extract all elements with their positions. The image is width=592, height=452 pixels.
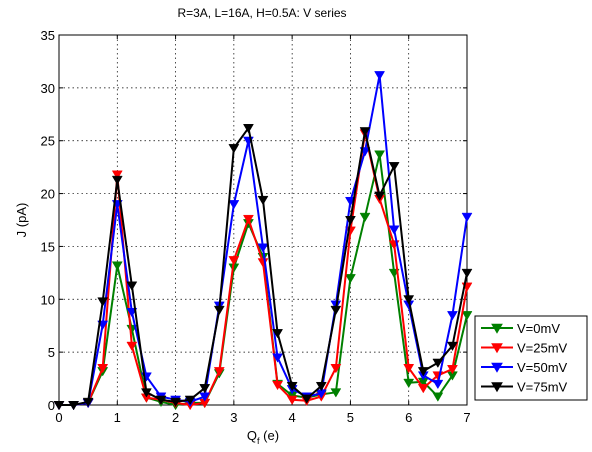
data-point: [126, 341, 138, 352]
data-point: [68, 401, 80, 411]
data-point: [403, 364, 415, 374]
data-point: [286, 381, 298, 392]
y-tick-label: 25: [41, 134, 55, 149]
series-V=75mV: [53, 124, 473, 411]
legend-swatch-marker: [491, 382, 503, 393]
data-point: [111, 170, 123, 180]
data-point: [242, 214, 254, 225]
x-tick-label: 3: [230, 410, 237, 425]
data-point: [432, 358, 444, 368]
y-tick-label: 10: [41, 292, 55, 307]
legend-label: V=25mV: [517, 341, 568, 356]
data-point: [184, 395, 196, 405]
data-point: [286, 395, 298, 405]
data-point: [417, 384, 429, 394]
data-point: [97, 364, 109, 374]
legend: V=0mV V=25mV V=50mV V=75mV: [474, 315, 588, 401]
data-point: [126, 281, 138, 291]
legend-label: V=75mV: [517, 380, 568, 395]
x-axis-label-suffix: (e): [260, 428, 280, 443]
x-axis-label: Qf (e): [247, 428, 279, 446]
data-point: [257, 195, 269, 206]
data-point: [432, 392, 444, 402]
legend-label: V=50mV: [517, 360, 568, 375]
data-point: [330, 305, 342, 316]
x-tick-label: 4: [289, 410, 296, 425]
data-point: [330, 388, 342, 398]
data-point: [97, 297, 109, 307]
data-point: [213, 305, 225, 316]
chart-title: R=3A, L=16A, H=0.5A: V series: [177, 6, 346, 20]
data-point: [170, 397, 182, 408]
data-point: [359, 212, 371, 223]
data-point: [446, 341, 458, 352]
x-tick-label: 0: [55, 410, 62, 425]
data-point: [403, 295, 415, 305]
y-axis-label: J (pA): [14, 203, 29, 238]
data-point: [461, 212, 473, 223]
data-point: [388, 162, 400, 172]
data-point: [374, 191, 386, 201]
y-tick-label: 5: [48, 345, 55, 360]
data-point: [228, 256, 240, 266]
x-tick-label: 5: [347, 410, 354, 425]
data-point: [199, 384, 211, 394]
data-point: [374, 71, 386, 81]
y-tick-label: 30: [41, 81, 55, 96]
x-axis-label-subscript: f: [257, 436, 260, 446]
data-point: [461, 311, 473, 321]
data-point: [344, 274, 356, 284]
data-point: [374, 150, 386, 160]
plot-area: [58, 34, 468, 406]
data-point: [140, 388, 152, 398]
legend-swatch-marker: [491, 362, 503, 373]
data-point: [228, 144, 240, 154]
data-point: [272, 329, 284, 339]
data-point: [446, 365, 458, 375]
data-point: [301, 394, 313, 404]
tick-labels: 0 1 2 3 4 5 6 7 0 5 10 15 20 25 30 35: [41, 28, 471, 425]
data-point: [315, 381, 327, 392]
legend-item: V=50mV: [481, 360, 568, 375]
data-point: [155, 395, 167, 405]
data-point: [359, 127, 371, 137]
data-point: [432, 379, 444, 390]
x-axis-label-main: Q: [247, 428, 257, 443]
data-point: [257, 243, 269, 253]
legend-item: V=75mV: [481, 380, 568, 395]
data-point: [403, 378, 415, 389]
y-tick-label: 35: [41, 28, 55, 43]
legend-swatch-marker: [491, 323, 503, 334]
y-tick-label: 20: [41, 187, 55, 202]
data-point: [272, 353, 284, 363]
data-point: [344, 216, 356, 226]
data-point: [417, 367, 429, 377]
x-tick-label: 1: [114, 410, 121, 425]
legend-item: V=25mV: [481, 341, 568, 356]
data-point: [242, 124, 254, 134]
y-tick-label: 15: [41, 239, 55, 254]
legend-label: V=0mV: [517, 321, 560, 336]
x-tick-label: 7: [463, 410, 470, 425]
data-point: [213, 367, 225, 377]
data-point: [111, 261, 123, 271]
x-tick-label: 6: [405, 410, 412, 425]
data-point: [53, 401, 65, 411]
x-tick-label: 2: [172, 410, 179, 425]
data-point: [111, 175, 123, 186]
series-layer: [53, 71, 473, 411]
data-point: [461, 268, 473, 279]
legend-swatch-marker: [491, 343, 503, 354]
data-point: [228, 200, 240, 210]
data-point: [446, 311, 458, 321]
legend-item: V=0mV: [481, 321, 560, 336]
data-point: [272, 380, 284, 391]
data-point: [82, 397, 94, 408]
data-point: [330, 364, 342, 374]
data-point: [388, 225, 400, 235]
y-tick-label: 0: [48, 398, 55, 413]
